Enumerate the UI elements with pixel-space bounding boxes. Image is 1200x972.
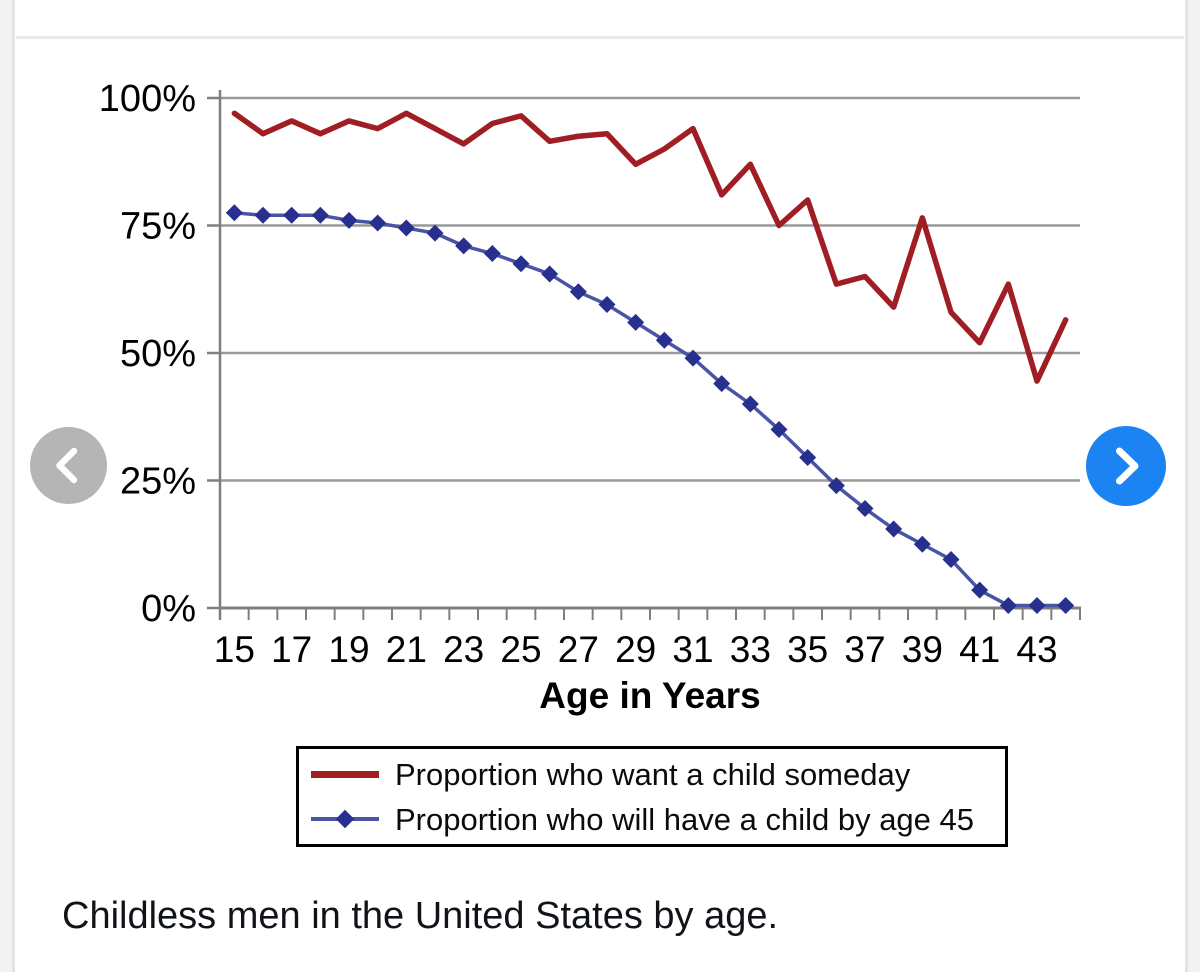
series-have-child-marker xyxy=(713,375,731,393)
series-have-child-marker xyxy=(1057,596,1075,614)
x-axis-title: Age in Years xyxy=(539,675,760,716)
image-caption: Childless men in the United States by ag… xyxy=(62,895,779,937)
right-gutter xyxy=(1185,0,1200,972)
legend-item-want-child: Proportion who want a child someday xyxy=(299,752,1005,797)
series-have-child-marker xyxy=(254,206,272,224)
x-tick-label: 19 xyxy=(328,629,369,670)
x-tick-label: 43 xyxy=(1016,629,1057,670)
series-have-child-marker xyxy=(827,477,845,495)
series-have-child-marker xyxy=(598,296,616,314)
chart-figure: 0% 25% 50% 75% 100% 15 17 19 21 23 25 27 29 31 33 35 37 3… xyxy=(99,78,1081,716)
series-have-child-marker xyxy=(770,421,788,438)
series-want-child-line xyxy=(231,110,1069,384)
y-tick-label: 25% xyxy=(120,461,196,503)
series-have-child-marker xyxy=(569,283,587,301)
left-gutter xyxy=(0,0,15,972)
series-have-child-marker xyxy=(885,520,903,538)
series-have-child-marker xyxy=(856,500,874,518)
top-divider xyxy=(16,36,1184,39)
x-tick-label: 17 xyxy=(271,629,312,670)
series-have-child-marker xyxy=(340,211,358,229)
y-tick-label: 50% xyxy=(120,333,196,375)
y-tick-label: 75% xyxy=(120,206,196,248)
series-have-child-marker xyxy=(483,245,501,263)
x-tick-label: 15 xyxy=(214,629,255,670)
series-have-child-marker xyxy=(655,331,673,349)
x-tick-label: 25 xyxy=(500,629,541,670)
chevron-right-icon xyxy=(1116,447,1139,485)
chart-svg: 0% 25% 50% 75% 100% 15 17 19 21 23 25 27 29 31 33 35 37 3… xyxy=(99,78,1081,716)
legend-item-have-child: Proportion who will have a child by age … xyxy=(299,797,1005,842)
chevron-left-icon xyxy=(56,447,78,484)
y-tick-label: 100% xyxy=(99,78,196,120)
series-have-child-marker xyxy=(799,449,817,467)
series-have-child-marker xyxy=(397,219,415,237)
x-tick-label: 23 xyxy=(443,629,484,670)
legend-label-want-child: Proportion who want a child someday xyxy=(395,756,911,792)
series-have-child-marker xyxy=(455,237,473,255)
series-have-child-marker xyxy=(913,535,931,553)
series-have-child-marker xyxy=(283,206,301,224)
series-have-child-marker xyxy=(971,581,989,599)
series-have-child-marker xyxy=(1028,596,1046,614)
series-have-child-marker xyxy=(541,265,559,283)
x-tick-label: 29 xyxy=(615,629,656,670)
legend: Proportion who want a child someday Prop… xyxy=(296,746,1008,847)
x-tick-label: 33 xyxy=(730,629,771,670)
x-tick-label: 41 xyxy=(959,629,1000,670)
series-have-child-marker xyxy=(426,224,444,242)
x-tick-label: 37 xyxy=(844,629,885,670)
x-tick-label: 21 xyxy=(386,629,427,670)
x-tick-label: 31 xyxy=(672,629,713,670)
series-have-child-marker xyxy=(627,313,645,331)
next-image-button[interactable] xyxy=(1086,426,1166,506)
series-have-child-marker xyxy=(684,349,702,367)
series-have-child-marker xyxy=(999,596,1017,614)
series-have-child-marker xyxy=(741,395,759,413)
series-have-child-marker xyxy=(512,255,530,273)
legend-label-have-child: Proportion who will have a child by age … xyxy=(395,801,975,837)
series-have-child-marker xyxy=(369,214,387,232)
legend-blue-line-swatch xyxy=(299,808,391,830)
x-tick-label: 27 xyxy=(558,629,599,670)
x-tick-label: 39 xyxy=(902,629,943,670)
red-line-icon xyxy=(311,770,379,778)
series-have-child-marker xyxy=(311,206,329,224)
series-have-child-marker xyxy=(225,204,243,222)
x-tick-label: 35 xyxy=(787,629,828,670)
y-tick-label: 0% xyxy=(141,588,196,630)
previous-image-button[interactable] xyxy=(30,427,107,504)
series-have-child-marker xyxy=(942,551,960,569)
legend-red-line-swatch xyxy=(299,763,391,785)
diamond-marker-icon xyxy=(335,809,355,829)
